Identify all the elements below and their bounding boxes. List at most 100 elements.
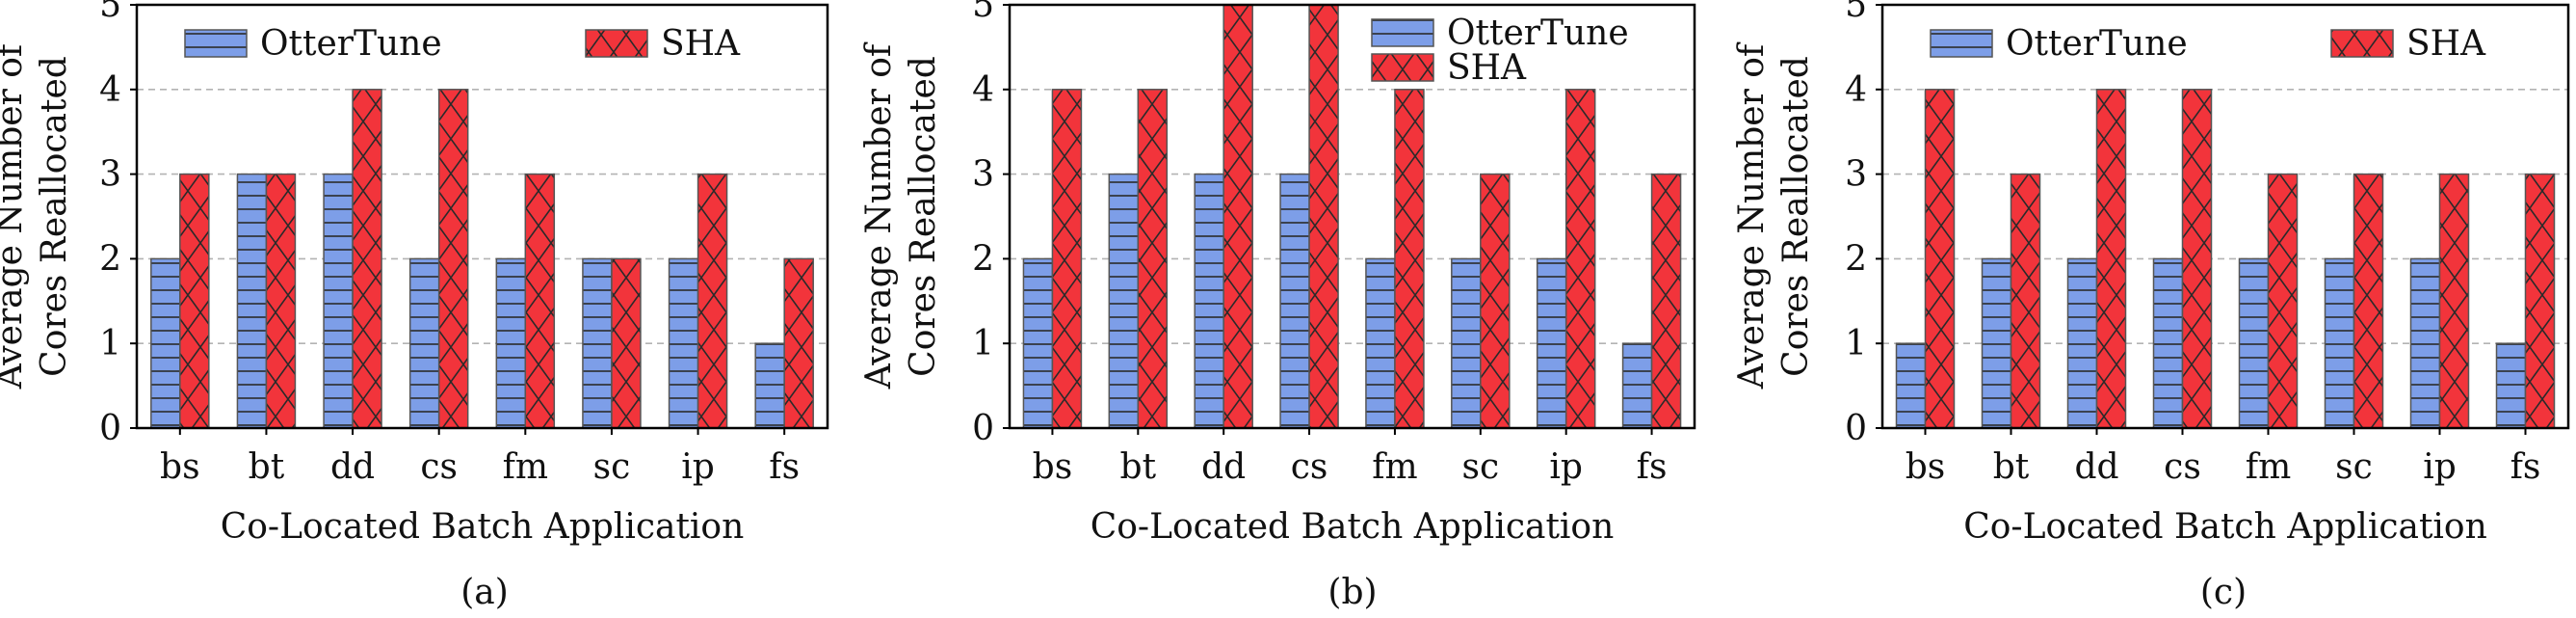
y-tick-label: 0 <box>1845 409 1867 448</box>
bar-ottertune-cs <box>2152 257 2184 429</box>
y-axis-label: Cores Reallocated <box>1776 56 1816 377</box>
x-tick-label: bt <box>1120 447 1157 487</box>
x-axis-label: Co-Located Batch Application <box>1963 507 2487 547</box>
legend-swatch-ottertune <box>1371 18 1434 47</box>
bar-sha-sc <box>611 257 642 429</box>
y-tick-label: 3 <box>1845 155 1867 195</box>
bar-sha-cs <box>437 89 469 429</box>
bar-sha-cs <box>1308 4 1339 429</box>
bar-sha-bs <box>179 173 210 429</box>
x-tick-label: bs <box>1906 447 1946 487</box>
x-tick-label: ip <box>2423 447 2457 487</box>
bar-sha-bs <box>1924 89 1956 429</box>
bar-ottertune-fs <box>754 342 785 429</box>
y-axis-label: Cores Reallocated <box>904 56 943 377</box>
x-tick-label: sc <box>593 447 631 487</box>
bar-sha-dd <box>2095 89 2127 429</box>
bar-ottertune-ip <box>2409 257 2441 429</box>
x-tick-label: fs <box>2510 447 2541 487</box>
bar-ottertune-ip <box>1536 257 1567 429</box>
y-axis-label: Average Number of <box>0 41 30 390</box>
y-tick-label: 3 <box>972 155 994 195</box>
bar-sha-ip <box>1564 89 1596 429</box>
legend: OtterTune SHA <box>184 24 741 64</box>
legend-label-ottertune: OtterTune <box>2006 24 2188 64</box>
bar-sha-sc <box>1480 173 1511 429</box>
plot-frame <box>1880 3 2570 430</box>
x-tick-label: bt <box>249 447 285 487</box>
y-tick-label: 2 <box>99 239 121 279</box>
x-tick-label: bt <box>1993 447 2030 487</box>
bar-sha-dd <box>1222 4 1253 429</box>
plot-frame <box>1008 3 1696 430</box>
x-axis-label: Co-Located Batch Application <box>221 507 745 547</box>
bar-sha-cs <box>2181 89 2213 429</box>
x-tick-label: sc <box>1461 447 1499 487</box>
x-tick-label: dd <box>2074 447 2118 487</box>
bar-ottertune-ip <box>668 257 699 429</box>
x-tick-label: cs <box>2164 447 2201 487</box>
bar-ottertune-bt <box>236 173 268 429</box>
x-tick-label: cs <box>1291 447 1328 487</box>
legend-label-sha: SHA <box>661 24 741 64</box>
legend-label-ottertune: OtterTune <box>1447 13 1629 53</box>
panel-caption: (a) <box>460 573 509 612</box>
y-tick-label: 4 <box>972 70 994 110</box>
x-tick-label: fm <box>503 447 548 487</box>
bar-ottertune-dd <box>2066 257 2098 429</box>
bar-sha-fm <box>1394 89 1425 429</box>
y-tick-label: 2 <box>972 239 994 279</box>
legend-swatch-sha <box>585 29 648 58</box>
bar-ottertune-bt <box>1108 173 1140 429</box>
bar-ottertune-dd <box>323 173 354 429</box>
bar-ottertune-sc <box>1451 257 1482 429</box>
bar-ottertune-fm <box>1365 257 1396 429</box>
bar-ottertune-dd <box>1194 173 1224 429</box>
x-tick-label: fm <box>2246 447 2291 487</box>
bar-ottertune-sc <box>582 257 613 429</box>
y-tick-label: 0 <box>972 409 994 448</box>
y-tick-label: 0 <box>99 409 121 448</box>
y-tick-label: 5 <box>1845 0 1867 25</box>
x-tick-label: ip <box>681 447 715 487</box>
legend-label-sha: SHA <box>2406 24 2486 64</box>
legend-label-sha: SHA <box>1447 48 1527 88</box>
plot-frame <box>135 3 829 430</box>
y-axis-label: Average Number of <box>859 41 899 390</box>
bar-sha-fs <box>2524 173 2556 429</box>
y-axis-label: Cores Reallocated <box>35 56 74 377</box>
bar-ottertune-cs <box>408 257 440 429</box>
bar-ottertune-fs <box>2495 342 2527 429</box>
y-tick-label: 1 <box>972 324 994 363</box>
legend-label-ottertune: OtterTune <box>260 24 442 64</box>
x-tick-label: fm <box>1372 447 1417 487</box>
panel-caption: (b) <box>1327 573 1377 612</box>
bar-sha-bs <box>1051 89 1083 429</box>
bar-ottertune-bs <box>150 257 181 429</box>
bar-sha-fm <box>524 173 556 429</box>
y-tick-label: 5 <box>972 0 994 25</box>
bar-sha-sc <box>2353 173 2384 429</box>
x-tick-label: cs <box>420 447 458 487</box>
x-tick-label: ip <box>1549 447 1583 487</box>
x-tick-label: bs <box>1033 447 1073 487</box>
bar-ottertune-bs <box>1895 342 1927 429</box>
bar-sha-bt <box>1137 89 1169 429</box>
y-tick-label: 4 <box>1845 70 1867 110</box>
bar-ottertune-bs <box>1022 257 1054 429</box>
x-tick-label: sc <box>2335 447 2373 487</box>
x-tick-label: bs <box>160 447 200 487</box>
x-tick-label: fs <box>1637 447 1668 487</box>
x-tick-label: fs <box>769 447 800 487</box>
legend-swatch-ottertune <box>184 29 248 58</box>
y-tick-label: 4 <box>99 70 121 110</box>
legend-swatch-sha <box>2330 29 2394 58</box>
bar-sha-bt <box>265 173 297 429</box>
legend-swatch-ottertune <box>1930 29 1993 58</box>
